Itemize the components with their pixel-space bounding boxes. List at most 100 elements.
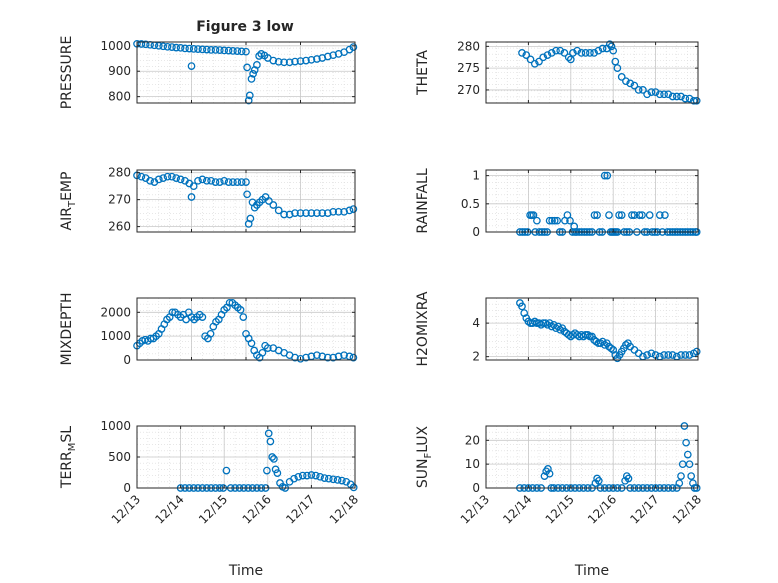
x-axis-label: Time xyxy=(228,563,263,579)
y-tick-label: 280 xyxy=(108,166,131,180)
data-point xyxy=(224,178,233,186)
data-point xyxy=(187,193,196,201)
data-point xyxy=(675,479,684,488)
data-point xyxy=(566,55,575,64)
y-tick-label: 0 xyxy=(472,481,480,495)
y-axis-label: AIRTEMP xyxy=(59,172,78,231)
data-point xyxy=(303,471,311,480)
data-point xyxy=(324,474,333,483)
data-point xyxy=(239,313,248,321)
data-point xyxy=(172,174,181,182)
data-point xyxy=(687,472,696,480)
data-point xyxy=(605,211,613,219)
data-point xyxy=(202,176,211,185)
data-point xyxy=(269,201,278,209)
data-point xyxy=(220,46,229,55)
data-point xyxy=(247,339,256,348)
data-point xyxy=(313,209,321,217)
y-axis-label: THETA xyxy=(415,50,431,96)
data-point xyxy=(590,211,599,219)
data-point xyxy=(590,49,598,57)
data-point xyxy=(233,178,242,186)
data-point xyxy=(573,46,582,55)
data-point xyxy=(529,211,538,219)
data-point xyxy=(258,348,267,357)
data-point xyxy=(655,211,664,219)
y-tick-label: 1000 xyxy=(100,329,131,343)
y-axis-label: SUNFLUX xyxy=(415,425,434,488)
data-point xyxy=(202,45,211,54)
data-point xyxy=(237,178,246,186)
data-point xyxy=(318,209,327,217)
data-point xyxy=(302,353,310,362)
data-point xyxy=(548,216,556,225)
data-point xyxy=(566,216,574,225)
data-point xyxy=(556,46,565,55)
data-point xyxy=(313,55,321,63)
data-point xyxy=(628,211,636,219)
data-point xyxy=(215,178,224,186)
data-point xyxy=(236,306,245,314)
data-point xyxy=(645,211,654,219)
data-point xyxy=(266,437,275,446)
data-point xyxy=(672,92,681,101)
data-point xyxy=(689,479,697,488)
data-point xyxy=(222,466,231,475)
data-point xyxy=(541,319,550,327)
data-point xyxy=(198,313,207,321)
data-point xyxy=(263,466,271,475)
data-point xyxy=(660,351,668,359)
y-tick-label: 2000 xyxy=(100,305,131,319)
data-point xyxy=(581,49,590,57)
data-point xyxy=(207,46,215,54)
data-point xyxy=(215,46,224,54)
data-point xyxy=(137,172,146,181)
y-tick-label: 4 xyxy=(472,316,480,330)
y-axis-label: RAINFALL xyxy=(415,168,431,233)
data-point xyxy=(530,59,539,68)
y-tick-label: 0 xyxy=(123,481,131,495)
chart-mixdepth: 0 1000 2000 MIXDEPTH xyxy=(59,293,358,367)
data-point xyxy=(677,472,685,480)
data-point xyxy=(615,211,623,219)
data-point xyxy=(545,216,554,225)
data-point xyxy=(211,178,220,186)
data-point xyxy=(349,353,358,362)
y-tick-label: 275 xyxy=(457,61,480,75)
data-point xyxy=(560,49,569,57)
data-point xyxy=(607,344,615,353)
y-axis-label: TERRMSL xyxy=(59,426,78,489)
data-point xyxy=(518,302,526,311)
data-point xyxy=(172,43,181,52)
data-point xyxy=(296,209,305,217)
data-point xyxy=(290,474,298,483)
data-point xyxy=(273,469,282,477)
data-point xyxy=(638,211,646,219)
data-point xyxy=(280,58,288,67)
data-point xyxy=(334,207,343,216)
data-point xyxy=(187,62,196,70)
chart-pressure: 800 900 1000 PRESSURE xyxy=(59,36,358,110)
data-point xyxy=(291,57,299,66)
data-point xyxy=(323,353,332,362)
data-point xyxy=(664,90,673,99)
data-point xyxy=(285,210,294,219)
data-point xyxy=(617,73,626,81)
data-point xyxy=(302,209,310,217)
data-point xyxy=(630,81,639,90)
data-point xyxy=(274,57,283,66)
data-point xyxy=(661,211,669,219)
data-point xyxy=(617,211,626,219)
data-point xyxy=(159,42,168,51)
data-point xyxy=(291,209,299,217)
data-point xyxy=(316,472,324,481)
data-point xyxy=(569,49,577,57)
y-tick-label: 260 xyxy=(108,220,131,234)
data-point xyxy=(349,483,358,492)
data-point xyxy=(224,46,233,55)
y-axis-label: PRESSURE xyxy=(59,36,75,110)
data-point xyxy=(242,47,250,56)
data-point xyxy=(577,49,586,57)
data-point xyxy=(329,353,338,362)
